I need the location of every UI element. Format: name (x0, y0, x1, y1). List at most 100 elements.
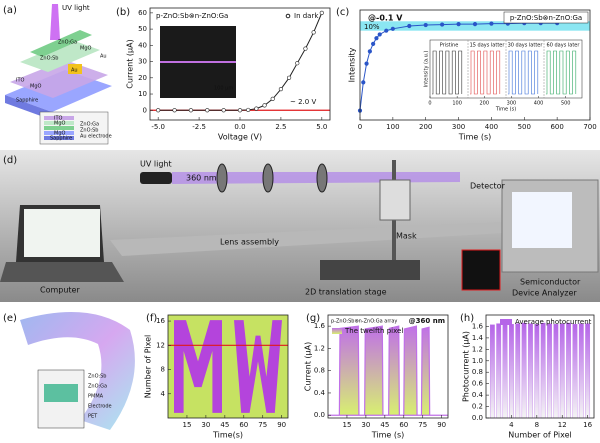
diagram-a: (a) UV light ZnO:Ga ZnO:Sb MgO Au ITO Mg… (3, 4, 112, 145)
y-axis-label: Photocurrent (μA) (462, 331, 471, 402)
marker (188, 108, 194, 113)
stage (320, 260, 420, 280)
annotation: @360 nm (409, 317, 445, 325)
bar (559, 323, 565, 419)
label: PMMA (88, 394, 104, 400)
marker (440, 22, 445, 27)
box (503, 11, 589, 24)
label: MgO (54, 121, 65, 127)
marker (407, 23, 412, 29)
marker (205, 108, 210, 113)
panel-label: (d) (3, 155, 17, 166)
x-tick-label: -5.0 (151, 123, 165, 131)
label: ITO (54, 116, 63, 122)
marker (303, 46, 308, 51)
inset-x-tick-label: 100 (452, 101, 462, 107)
label: MgO (80, 46, 91, 52)
label: Sapphire (50, 136, 72, 142)
y-tick-label: 4 (161, 390, 166, 398)
y-tick-label: 0.4 (314, 389, 326, 397)
zno-ga (30, 30, 92, 57)
legend-label: Average photocurrent (515, 318, 592, 326)
marker (319, 10, 324, 15)
marker (270, 96, 275, 101)
marker (311, 30, 316, 35)
x-tick-label: 5.0 (316, 123, 327, 131)
marker (172, 108, 177, 113)
marker (384, 28, 389, 33)
label: UV light (62, 4, 90, 12)
bar (509, 324, 514, 419)
x-tick-label: 60 (239, 421, 248, 429)
flexible-substrate (20, 312, 135, 430)
annotation: @-0.1 V (368, 14, 403, 23)
scale-label: 100 μm (214, 86, 233, 92)
bar (553, 324, 559, 419)
label: ZnO:Sb (88, 374, 106, 380)
lens (262, 163, 274, 193)
label: ZnO:Sb (40, 56, 58, 62)
y-tick-label: 10 (138, 90, 147, 98)
panel-label: (b) (116, 7, 130, 18)
inset-layer (44, 126, 74, 130)
detector-inset (461, 249, 501, 291)
y-tick-label: 1.4 (472, 334, 484, 342)
bar (515, 323, 521, 419)
x-axis-label: Time (s) (371, 431, 405, 440)
y-tick-label: 1.6 (472, 322, 484, 330)
inset-pulses (508, 50, 539, 95)
x-tick-label: 200 (419, 123, 432, 131)
inset-x-tick-label: 400 (534, 101, 544, 107)
label: Lens assembly (220, 238, 279, 247)
x-tick-label: 100 (386, 123, 399, 131)
marker (221, 108, 226, 113)
panel-label: (a) (3, 5, 17, 16)
y-tick-label: 16 (156, 317, 165, 325)
x-tick-label: 2.5 (275, 123, 286, 131)
x-tick-label: 0 (358, 123, 362, 131)
au-pad (68, 64, 82, 74)
inset-label: 60 days later (547, 43, 581, 49)
x-tick-label: 700 (583, 123, 596, 131)
marker (472, 22, 478, 27)
label: Sapphire (16, 98, 38, 104)
lens (316, 163, 328, 193)
inset-y-label: Intensity (a.u.) (424, 51, 430, 88)
laptop-base (0, 262, 124, 282)
x-tick-label: 30 (361, 421, 370, 429)
y-tick-label: 8 (161, 366, 165, 374)
diagram-e: (e) ZnO:Sb ZnO:Ga PMMA Electrode PET (3, 312, 135, 430)
y-axis-label: Current (μA) (126, 39, 135, 88)
label: 360 nm (186, 174, 217, 183)
panel-label: (g) (306, 313, 320, 324)
plot-frame (327, 314, 449, 419)
panel-label: (f) (146, 313, 157, 324)
x-tick-label: 90 (277, 421, 286, 429)
marker (489, 21, 494, 26)
panel-label: (h) (460, 313, 474, 324)
marker (262, 103, 267, 108)
bar (540, 322, 546, 419)
y-tick-label: 0.6 (472, 380, 484, 388)
inset-x-tick-label: 500 (561, 101, 571, 107)
inset-x-tick-label: 300 (507, 101, 517, 107)
series-area (328, 325, 448, 416)
inset-label: 15 days latter (470, 43, 506, 49)
inset-x-tick-label: 0 (428, 101, 431, 107)
bar (566, 322, 571, 419)
x-tick-label: 90 (437, 421, 446, 429)
bar (502, 322, 508, 419)
chart-title: p-ZnO:Sb⊗n-ZnO:Ga (156, 12, 228, 20)
panel-label: (e) (3, 313, 17, 324)
annotation: ~ 2.0 V (290, 98, 316, 106)
plot-frame (359, 9, 591, 121)
uv-source (140, 172, 172, 184)
panel-label: (c) (336, 7, 349, 18)
y-tick-label: 40 (138, 41, 147, 49)
label: ZnO:Sb (80, 128, 98, 134)
laptop-display (24, 209, 100, 257)
series-line (158, 12, 323, 111)
label: MgO (54, 131, 65, 137)
label: Au electrode (80, 134, 112, 140)
